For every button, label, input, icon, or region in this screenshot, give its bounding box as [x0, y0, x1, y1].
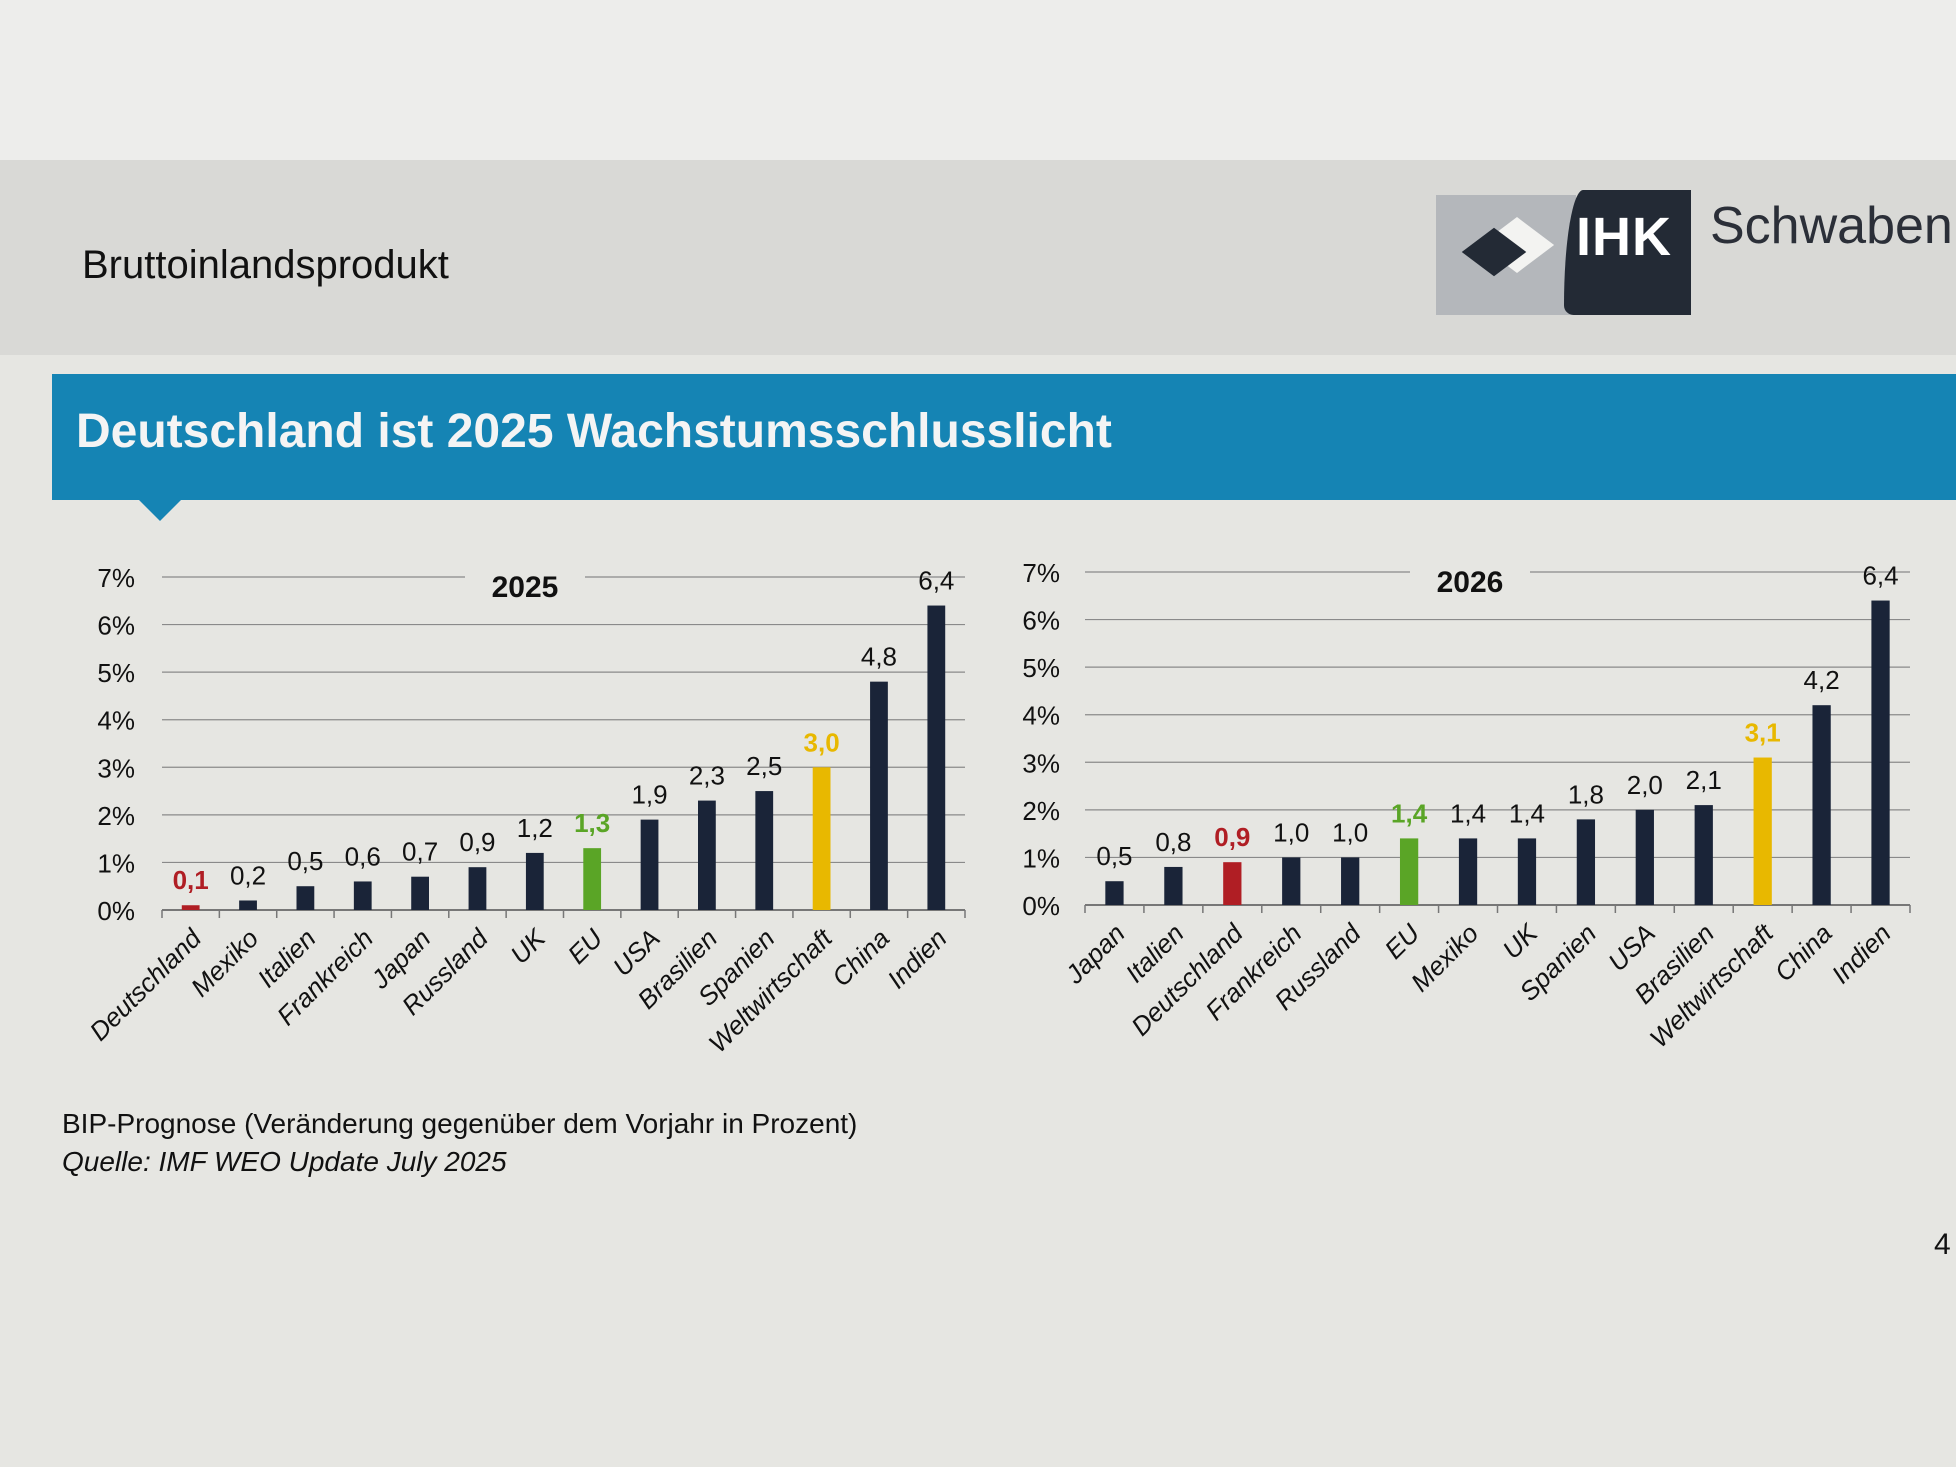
x-tick-label: China: [1769, 918, 1838, 987]
data-label: 0,9: [1214, 822, 1250, 852]
bar: [640, 819, 659, 910]
data-label: 0,6: [345, 841, 381, 871]
headline-title: Deutschland ist 2025 Wachstumsschlusslic…: [76, 405, 1112, 458]
bar: [1753, 757, 1772, 905]
y-tick-label: 7%: [97, 563, 135, 593]
y-tick-label: 2%: [97, 801, 135, 831]
bar: [411, 876, 429, 910]
charts-area: 0%1%2%3%4%5%6%7% 20250,1Deutschland0,2Mex…: [83, 557, 1911, 1058]
x-tick-label: Japan: [1059, 918, 1131, 990]
y-tick-label: 4%: [97, 706, 135, 736]
bar: [1399, 838, 1419, 905]
data-label: 0,9: [459, 827, 495, 857]
data-label: 0,2: [230, 860, 266, 890]
data-label: 2,1: [1686, 765, 1722, 795]
bar: [1458, 838, 1478, 905]
bar: [239, 900, 257, 910]
x-tick-label: Mexiko: [1405, 918, 1484, 997]
x-tick-label: UK: [1496, 917, 1544, 965]
page-title: Bruttoinlandsprodukt: [82, 243, 449, 287]
data-label: 1,3: [574, 808, 610, 838]
bar: [698, 800, 716, 910]
data-label: 3,0: [804, 727, 840, 757]
bar: [1635, 809, 1654, 905]
bar: [1812, 705, 1831, 905]
y-tick-label: 3%: [97, 753, 135, 783]
data-label: 0,5: [1096, 841, 1132, 871]
data-label: 0,1: [173, 865, 209, 895]
y-tick-label: 7%: [1022, 558, 1060, 588]
chart-title: 2025: [492, 571, 559, 604]
page-top-area: [0, 0, 1956, 160]
data-label: 1,4: [1391, 798, 1428, 828]
data-label: 2,3: [689, 761, 725, 791]
bar: [353, 881, 372, 910]
data-label: 0,8: [1155, 827, 1191, 857]
y-tick-label: 1%: [97, 848, 135, 878]
y-tick-label: 6%: [1022, 606, 1060, 636]
data-label: 1,4: [1450, 798, 1486, 828]
x-tick-label: EU: [1379, 918, 1426, 965]
data-label: 1,4: [1509, 798, 1545, 828]
x-tick-label: Indien: [1825, 918, 1896, 989]
bar: [468, 867, 487, 910]
y-tick-label: 6%: [97, 611, 135, 641]
logo-right-panel: [1564, 190, 1691, 315]
bar: [1517, 838, 1537, 905]
chart-title-background: [1410, 557, 1530, 597]
data-label: 6,4: [1862, 561, 1898, 591]
data-label: 1,2: [517, 813, 553, 843]
data-label: 1,0: [1273, 817, 1309, 847]
x-tick-label: Indien: [881, 923, 952, 994]
bar: [1282, 857, 1301, 905]
logo-text: IHK: [1576, 207, 1672, 267]
bar: [1694, 805, 1713, 905]
data-label: 2,5: [746, 751, 782, 781]
y-tick-label: 3%: [1022, 748, 1060, 778]
x-tick-label: China: [826, 923, 895, 992]
ihk-logo: IHK: [1436, 190, 1691, 315]
headline-banner: [52, 374, 1956, 500]
page-number: 4: [1934, 1228, 1951, 1261]
bar: [1871, 600, 1890, 905]
bar: [296, 886, 315, 910]
data-label: 2,0: [1627, 770, 1663, 800]
bar: [1164, 866, 1183, 905]
bar: [1105, 881, 1124, 905]
bar: [1223, 862, 1242, 905]
bar: [525, 852, 544, 910]
data-label: 6,4: [918, 566, 954, 596]
data-label: 1,8: [1568, 779, 1604, 809]
data-label: 0,7: [402, 837, 438, 867]
y-tick-label: 5%: [97, 658, 135, 688]
data-label: 4,2: [1804, 665, 1840, 695]
data-label: 0,5: [287, 846, 323, 876]
x-tick-label: EU: [562, 923, 609, 970]
chart-note: BIP-Prognose (Veränderung gegenüber dem …: [62, 1108, 858, 1139]
bar: [870, 681, 888, 910]
data-label: 3,1: [1745, 718, 1781, 748]
chart-title: 2026: [1437, 566, 1504, 599]
logo-name: Schwaben: [1710, 197, 1953, 255]
banner-pointer: [138, 499, 182, 521]
chart-title-background: [465, 562, 585, 602]
y-tick-label: 0%: [1022, 891, 1060, 921]
bar: [181, 905, 200, 910]
data-label: 1,0: [1332, 817, 1368, 847]
y-tick-label: 0%: [97, 896, 135, 926]
x-tick-label: UK: [504, 922, 552, 970]
bar: [1576, 819, 1596, 905]
bar: [583, 848, 602, 910]
bar: [755, 791, 774, 910]
data-label: 1,9: [631, 780, 667, 810]
bar: [812, 767, 831, 910]
y-tick-label: 1%: [1022, 843, 1060, 873]
chart-source: Quelle: IMF WEO Update July 2025: [62, 1146, 507, 1177]
y-tick-label: 2%: [1022, 796, 1060, 826]
bar: [1341, 857, 1360, 905]
y-tick-label: 4%: [1022, 701, 1060, 731]
bar: [927, 605, 946, 910]
y-tick-label: 5%: [1022, 653, 1060, 683]
data-label: 4,8: [861, 642, 897, 672]
